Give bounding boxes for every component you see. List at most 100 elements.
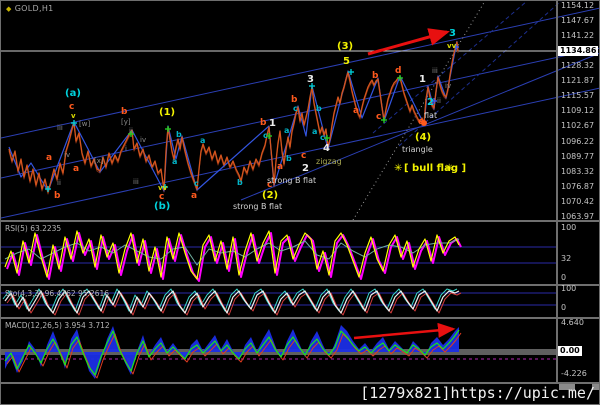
wave-label: [x] <box>94 157 104 165</box>
axis-label: 32 <box>561 254 572 263</box>
axis-label: 1096.22 <box>561 137 595 146</box>
wave-label: zigzag <box>316 157 342 166</box>
wave-label: triangle <box>402 145 433 154</box>
wave-label: c <box>69 102 75 112</box>
symbol-timeframe-label: GOLD,H1 <box>14 4 54 13</box>
wave-label: c <box>293 104 298 113</box>
axis-label: 1115.57 <box>561 91 595 100</box>
wave-label: d <box>395 66 402 76</box>
wave-label: ii <box>129 127 133 135</box>
wave-label: b <box>372 71 379 81</box>
wave-label: strong B flat <box>267 176 317 185</box>
price-tag: 1134.86 <box>558 46 599 56</box>
wave-label: iv <box>140 136 147 144</box>
wave-label: (2) <box>262 190 279 201</box>
stochastic-indicator-label: Sto(4,3,3) 96.4762 95.2616 <box>5 289 110 298</box>
axis-label: 1121.87 <box>561 76 595 85</box>
wave-label: b <box>291 95 298 105</box>
wave-label: ii <box>437 97 441 105</box>
wave-label: iii <box>432 67 438 75</box>
wave-label: vv <box>158 184 168 192</box>
wave-label: 3 <box>307 74 314 85</box>
wave-label: ii <box>57 179 61 187</box>
wave-label: iii <box>57 124 63 132</box>
wave-label: b <box>316 104 322 113</box>
axis-label: 4.640 <box>561 318 584 327</box>
axis-label: 1147.67 <box>561 16 595 25</box>
wave-label: 2 <box>427 97 434 108</box>
wave-label: 2 <box>302 163 309 174</box>
wave-label: e <box>418 117 425 127</box>
axis-label: 0 <box>561 273 567 282</box>
wave-label: (4) <box>415 132 432 143</box>
wave-label: b <box>237 178 243 187</box>
rsi-indicator-label: RSI(5) 63.2235 <box>5 224 62 233</box>
macd-indicator-label: MACD(12,26,5) 3.954 3.712 <box>5 321 110 330</box>
wave-label: strong B flat <box>233 202 283 211</box>
wave-label: ✳ <box>394 163 403 174</box>
wave-label: iv <box>64 151 71 159</box>
wave-label: i <box>125 145 127 153</box>
wave-label: a <box>191 191 198 201</box>
watermark: [1279x821]https://upic.me/ <box>360 384 595 402</box>
chart-icon: ◆ <box>6 5 12 13</box>
wave-label: c <box>301 151 307 161</box>
scrollbar-corner[interactable] <box>592 384 599 390</box>
wave-label: a <box>312 127 318 136</box>
wave-label: a <box>277 162 284 172</box>
axis-label: 1102.67 <box>561 121 595 130</box>
wave-label: c <box>267 180 273 190</box>
wave-label: b <box>54 191 61 201</box>
axis-label: 1070.42 <box>561 197 595 206</box>
scrollbar-corner[interactable] <box>559 384 575 390</box>
wave-label: [y] <box>121 118 131 126</box>
wave-label: 3 <box>449 28 456 39</box>
wave-label: 1 <box>419 74 426 85</box>
wave-label: c <box>376 112 382 122</box>
wave-label: 4 <box>323 143 330 154</box>
wave-label: b <box>176 130 182 139</box>
axis-label: 1141.22 <box>561 31 595 40</box>
axis-label: 1128.32 <box>561 61 595 70</box>
wave-label: a <box>353 106 360 116</box>
wave-label: (1) <box>159 107 176 118</box>
wave-label: (a) <box>65 88 81 99</box>
chart-title: ◆ GOLD,H1 <box>6 4 54 13</box>
wave-label: 5 <box>343 56 350 67</box>
wave-label: (3) <box>337 41 354 52</box>
wave-label: a <box>172 157 178 166</box>
wave-label: c <box>159 192 165 202</box>
wave-label: v <box>71 112 76 120</box>
wave-label: [w] <box>79 120 91 128</box>
wave-label: vv <box>447 42 457 50</box>
wave-label: a <box>200 136 206 145</box>
wave-label: a <box>46 153 53 163</box>
wave-label: flat <box>424 111 438 120</box>
axis-label: 1089.77 <box>561 152 595 161</box>
wave-label: ✳ <box>445 163 454 174</box>
wave-label: c <box>263 131 268 140</box>
axis-label: 1063.97 <box>561 212 595 221</box>
wave-label: c <box>194 179 199 188</box>
axis-label: 100 <box>561 223 577 232</box>
wave-label: b <box>121 107 128 117</box>
wave-label: (b) <box>154 201 171 212</box>
wave-label: [ bull flag ] <box>404 163 467 174</box>
price-tag: 0.00 <box>558 346 582 356</box>
wave-label: iv <box>445 82 452 90</box>
wave-label: 1 <box>269 118 276 129</box>
axis-label: 1109.12 <box>561 106 595 115</box>
axis-label: 1154.12 <box>561 1 595 10</box>
wave-label: b <box>286 154 292 163</box>
axis-label: 1076.87 <box>561 182 595 191</box>
wave-label: a <box>284 126 290 135</box>
wave-label: b <box>260 118 267 128</box>
axis-label: -4.226 <box>561 369 587 378</box>
wave-label: a <box>73 164 80 174</box>
axis-label: 0 <box>561 303 567 312</box>
axis-label: 1083.32 <box>561 167 595 176</box>
wave-label: iii <box>133 178 139 186</box>
axis-label: 100 <box>561 284 577 293</box>
